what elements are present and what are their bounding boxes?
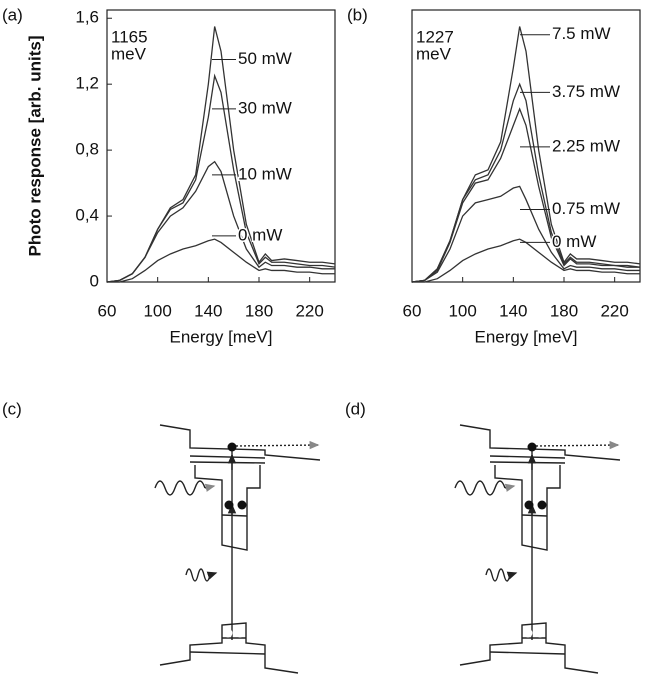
band-diagram <box>155 425 320 673</box>
x-axis-label: Energy [meV] <box>170 327 273 346</box>
y-tick-label: 0,8 <box>75 140 99 159</box>
legend-label: 3.75 mW <box>552 82 620 101</box>
legend-label: 0 mW <box>238 225 282 244</box>
legend-label: 0 mW <box>552 232 596 251</box>
series-line <box>106 73 336 283</box>
panel-label: (d) <box>345 399 366 418</box>
y-tick-label: 1,2 <box>75 74 99 93</box>
legend-label: 0.75 mW <box>552 199 620 218</box>
series-line <box>411 107 640 283</box>
x-tick-label: 220 <box>295 301 323 320</box>
legend-label: 30 mW <box>238 98 292 117</box>
panel-label: (c) <box>2 399 22 418</box>
annotation: 1227 <box>416 27 454 46</box>
series-line <box>411 82 641 283</box>
y-tick-label: 0 <box>90 271 99 290</box>
legend-label: 7.5 mW <box>552 24 611 43</box>
x-tick-label: 180 <box>550 301 578 320</box>
legend-label: 10 mW <box>238 164 292 183</box>
annotation: meV <box>416 44 452 63</box>
legend-label: 50 mW <box>238 49 292 68</box>
x-tick-label: 100 <box>448 301 476 320</box>
series-line <box>106 160 335 283</box>
x-tick-label: 100 <box>143 301 171 320</box>
y-tick-label: 1,6 <box>75 8 99 27</box>
x-tick-label: 220 <box>600 301 628 320</box>
x-tick-label: 180 <box>245 301 273 320</box>
x-tick-label: 60 <box>403 301 422 320</box>
series-line <box>411 185 640 283</box>
x-tick-label: 140 <box>194 301 222 320</box>
legend-label: 2.25 mW <box>552 136 620 155</box>
panel-label: (a) <box>2 5 23 24</box>
annotation: 1165 <box>111 27 148 46</box>
x-tick-label: 140 <box>499 301 527 320</box>
series-line <box>107 238 335 283</box>
x-tick-label: 60 <box>98 301 117 320</box>
y-tick-label: 0,4 <box>75 206 99 225</box>
panel-label: (b) <box>347 5 368 24</box>
series-line <box>106 26 336 283</box>
plot-frame <box>411 9 641 283</box>
plot-frame <box>106 9 336 283</box>
x-axis-label: Energy [meV] <box>475 327 578 346</box>
annotation: meV <box>111 44 147 63</box>
band-diagram <box>455 425 620 673</box>
y-axis-label: Photo response [arb. units] <box>25 35 44 256</box>
